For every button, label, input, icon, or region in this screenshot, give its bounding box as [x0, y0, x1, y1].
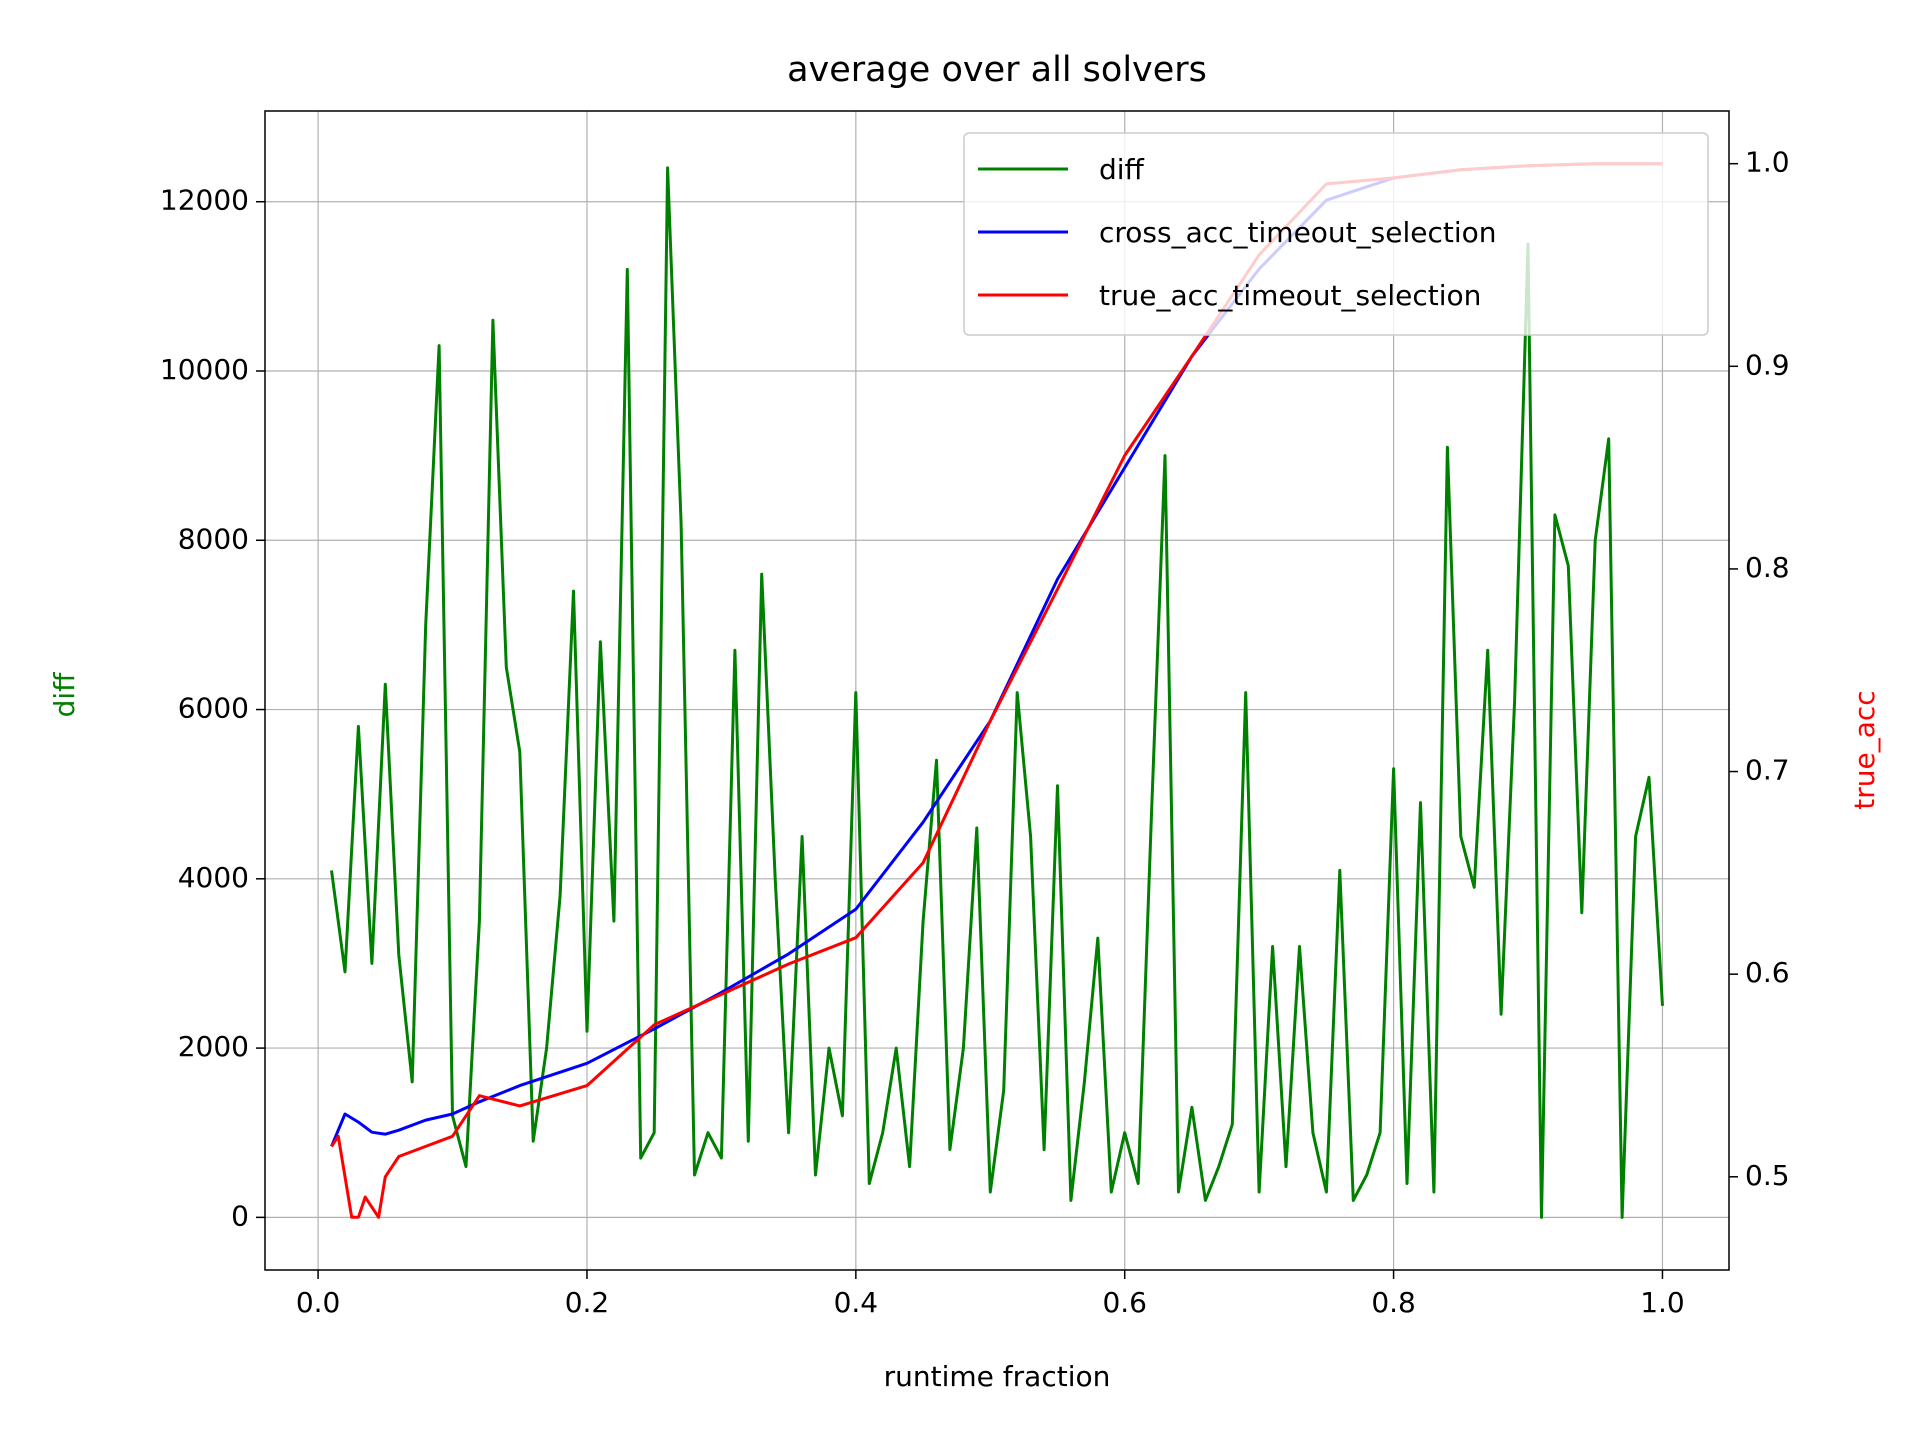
y-tick-label: 12000 — [160, 184, 249, 217]
y-tick-label: 4000 — [178, 861, 249, 894]
y-tick-label: 8000 — [178, 522, 249, 555]
x-tick-label: 0.4 — [834, 1286, 879, 1319]
y-tick-label: 2000 — [178, 1030, 249, 1063]
legend-label: cross_acc_timeout_selection — [1099, 216, 1497, 249]
legend-label: true_acc_timeout_selection — [1099, 279, 1481, 312]
y-axis-label: diff — [48, 672, 81, 718]
chart-title: average over all solvers — [787, 50, 1207, 90]
y2-tick-label: 0.5 — [1745, 1159, 1790, 1192]
x-tick-label: 1.0 — [1640, 1286, 1685, 1319]
x-tick-label: 0.0 — [296, 1286, 341, 1319]
legend-label: diff — [1099, 153, 1145, 186]
x-tick-label: 0.2 — [565, 1286, 610, 1319]
y2-tick-label: 0.6 — [1745, 956, 1790, 989]
y2-tick-label: 1.0 — [1745, 146, 1790, 179]
y2-tick-label: 0.7 — [1745, 754, 1790, 787]
y-tick-label: 10000 — [160, 353, 249, 386]
x-tick-label: 0.6 — [1102, 1286, 1147, 1319]
y2-tick-label: 0.8 — [1745, 551, 1790, 584]
y-tick-label: 6000 — [178, 692, 249, 725]
y2-tick-label: 0.9 — [1745, 348, 1790, 381]
series-line — [330, 166, 1664, 1219]
y-tick-label: 0 — [231, 1199, 249, 1232]
y2-axis-label: true_acc — [1848, 690, 1881, 809]
legend: diff cross_acc_timeout_selection true_acc_… — [963, 132, 1709, 336]
legend-box — [963, 132, 1709, 336]
plot-frame — [264, 110, 1730, 1271]
x-axis-label: runtime fraction — [884, 1360, 1111, 1393]
x-tick-label: 0.8 — [1371, 1286, 1416, 1319]
